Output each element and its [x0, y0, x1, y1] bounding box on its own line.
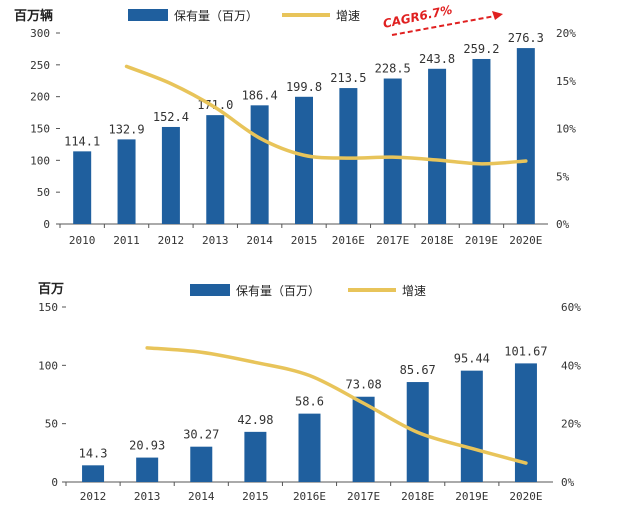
cagr-arrow-line [391, 15, 496, 36]
x-tick-label: 2020E [509, 234, 542, 247]
bar [244, 431, 267, 482]
bar-data-label: 73.08 [346, 378, 382, 392]
bar-data-label: 213.5 [330, 71, 366, 85]
chart1-legend-line-label: 增速 [336, 9, 360, 23]
x-tick-label: 2016E [293, 490, 326, 503]
y-right-tick-label: 0% [556, 218, 570, 231]
bar [250, 105, 269, 224]
x-tick-label: 2013 [134, 490, 161, 503]
y-right-tick-label: 20% [556, 27, 576, 40]
bar [206, 115, 225, 224]
bar-data-label: 58.6 [295, 395, 324, 409]
y-right-tick-label: 40% [561, 359, 581, 372]
x-tick-label: 2017E [347, 490, 380, 503]
x-tick-label: 2014 [246, 234, 273, 247]
x-tick-label: 2019E [465, 234, 498, 247]
y-right-tick-label: 10% [556, 123, 576, 136]
bar-data-label: 243.8 [419, 52, 455, 66]
y-left-tick-label: 150 [30, 123, 50, 136]
bar-data-label: 276.3 [508, 31, 544, 45]
bar [514, 363, 537, 482]
bar [383, 78, 402, 224]
chart2-legend-bar-label: 保有量（百万） [236, 284, 320, 298]
bar-data-label: 42.98 [237, 413, 273, 427]
chart2: 百万 保有量（百万） 增速 0 50 100 150 0% 20% 40% 60% 2012 20… [38, 282, 581, 503]
x-tick-label: 2020E [509, 490, 542, 503]
growth-rate-line [124, 64, 528, 166]
bar [190, 446, 213, 482]
y-left-tick-label: 150 [38, 301, 58, 314]
x-tick-label: 2017E [376, 234, 409, 247]
x-tick-label: 2013 [202, 234, 229, 247]
bar-data-label: 114.1 [64, 134, 100, 148]
chart1-legend-bar-label: 保有量（百万） [174, 9, 258, 23]
y-left-tick-label: 300 [30, 27, 50, 40]
y-right-tick-label: 15% [556, 75, 576, 88]
bar-data-label: 20.93 [129, 439, 165, 453]
chart1-unit-label: 百万辆 [14, 8, 53, 24]
cagr-arrow-head [492, 11, 503, 20]
bar [339, 88, 358, 225]
bar [73, 151, 92, 224]
bar [295, 96, 313, 224]
y-left-tick-label: 100 [30, 154, 50, 167]
y-right-tick-label: 5% [556, 170, 570, 183]
bar-data-label: 228.5 [375, 62, 411, 76]
bar-data-label: 259.2 [463, 42, 499, 56]
y-left-tick-label: 50 [37, 186, 50, 199]
bar [82, 465, 105, 482]
y-right-tick-label: 60% [561, 301, 581, 314]
x-tick-label: 2016E [332, 234, 365, 247]
bar [161, 126, 180, 224]
bar [472, 58, 491, 225]
y-right-tick-label: 20% [561, 418, 581, 431]
bar-data-label: 95.44 [454, 352, 490, 366]
chart1-legend-bar-swatch [128, 9, 168, 21]
bar [428, 68, 447, 224]
chart2-legend-bar-swatch [190, 284, 230, 296]
x-tick-label: 2014 [188, 490, 215, 503]
y-left-tick-label: 100 [38, 359, 58, 372]
x-tick-label: 2019E [455, 490, 488, 503]
chart1: 百万辆 保有量（百万） 增速 0 50 100 150 200 250 300 0% 5% 10%… [14, 3, 576, 247]
bar [352, 396, 375, 482]
y-right-tick-label: 0% [561, 476, 575, 489]
y-left-tick-label: 250 [30, 59, 50, 72]
x-tick-label: 2012 [80, 490, 107, 503]
bar-data-label: 186.4 [242, 88, 278, 102]
bar-data-label: 85.67 [400, 363, 436, 377]
bar [460, 370, 483, 482]
x-tick-label: 2015 [242, 490, 269, 503]
x-tick-label: 2012 [158, 234, 185, 247]
bar-data-label: 14.3 [79, 446, 108, 460]
bar [516, 48, 535, 224]
bar [117, 139, 136, 224]
x-tick-label: 2010 [69, 234, 96, 247]
y-left-tick-label: 0 [43, 218, 50, 231]
growth-rate-line [145, 346, 528, 465]
x-tick-label: 2018E [421, 234, 454, 247]
bar-data-label: 30.27 [183, 428, 219, 442]
bar-data-label: 101.67 [504, 344, 547, 358]
y-left-tick-label: 0 [51, 476, 58, 489]
bar [136, 457, 159, 482]
bar [298, 413, 321, 482]
bar-data-label: 199.8 [286, 80, 322, 94]
bar-data-label: 152.4 [153, 110, 189, 124]
chart2-unit-label: 百万 [38, 282, 64, 297]
x-tick-label: 2018E [401, 490, 434, 503]
y-left-tick-label: 200 [30, 91, 50, 104]
bar-data-label: 132.9 [108, 122, 144, 136]
chart2-legend-line-label: 增速 [402, 284, 426, 298]
x-tick-label: 2011 [113, 234, 140, 247]
x-tick-label: 2015 [291, 234, 318, 247]
y-left-tick-label: 50 [45, 418, 58, 431]
cagr-annotation: CAGR6.7% [382, 3, 454, 31]
